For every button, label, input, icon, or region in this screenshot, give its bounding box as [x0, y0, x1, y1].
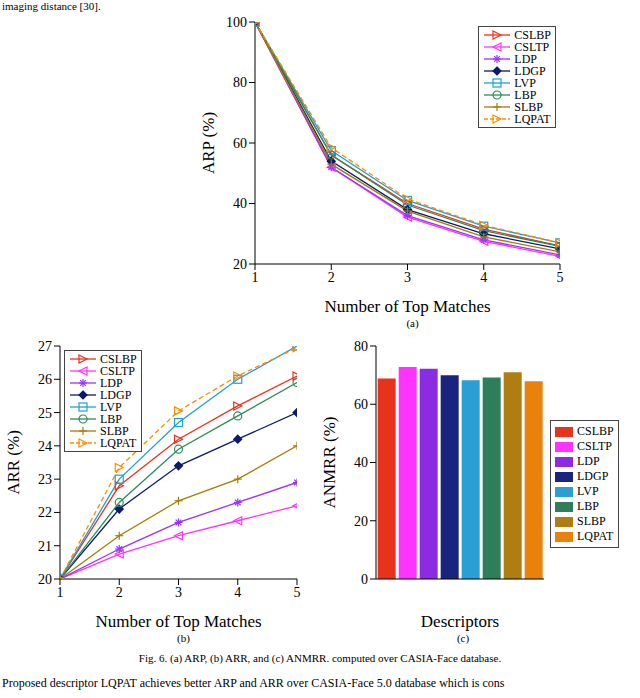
html-text:LDGP: LDGP: [100, 388, 132, 402]
html-text:CSLBP: CSLBP: [100, 352, 137, 366]
html-text:LVP: LVP: [514, 76, 536, 90]
svg-text:1: 1: [252, 270, 259, 285]
svg-text:24: 24: [38, 439, 52, 454]
svg-text:27: 27: [38, 339, 52, 354]
svg-text:3: 3: [404, 270, 411, 285]
html-text:Fig. 6. (a) ARP, (b) ARR, and: Fig. 6. (a) ARP, (b) ARR, and (c) ANMRR.…: [138, 652, 502, 664]
html-text:LDP: LDP: [577, 454, 600, 468]
html-text:CSLTP: CSLTP: [577, 439, 612, 453]
html-text:CSLTP: CSLTP: [100, 364, 135, 378]
svg-text:26: 26: [38, 372, 52, 387]
html-text:imaging distance [30].: imaging distance [30].: [2, 0, 101, 12]
svg-text:80: 80: [354, 339, 368, 354]
svg-text:0: 0: [361, 572, 368, 587]
svg-text:100: 100: [226, 15, 247, 30]
svg-text:Number of Top Matches: Number of Top Matches: [95, 612, 261, 631]
svg-text:25: 25: [38, 406, 52, 421]
svg-text:2: 2: [328, 270, 335, 285]
html-text:(b): (b): [177, 632, 190, 644]
svg-text:60: 60: [354, 397, 368, 412]
svg-text:80: 80: [233, 75, 247, 90]
html-text:LQPAT: LQPAT: [514, 112, 551, 126]
html-text:CSLBP: CSLBP: [514, 28, 551, 42]
svg-text:40: 40: [354, 455, 368, 470]
svg-text:60: 60: [233, 136, 247, 151]
html-text:(c): (c): [456, 632, 470, 644]
svg-text:4: 4: [234, 585, 241, 600]
html-text:SLBP: SLBP: [100, 424, 129, 438]
svg-text:Number of Top Matches: Number of Top Matches: [324, 297, 490, 316]
html-text:LBP: LBP: [514, 88, 537, 102]
html-text:CSLBP: CSLBP: [577, 424, 614, 438]
html-text:LDGP: LDGP: [577, 469, 609, 483]
svg-text:20: 20: [354, 514, 368, 529]
svg-text:ARP (%): ARP (%): [199, 112, 218, 174]
svg-text:21: 21: [38, 539, 52, 554]
html-text:CSLTP: CSLTP: [514, 40, 550, 54]
svg-text:22: 22: [38, 505, 52, 520]
svg-text:5: 5: [557, 270, 564, 285]
svg-text:2: 2: [116, 585, 123, 600]
html-text:LQPAT: LQPAT: [100, 436, 137, 450]
html-text:SLBP: SLBP: [514, 100, 543, 114]
html-text:LVP: LVP: [100, 400, 122, 414]
html-text:LDP: LDP: [100, 376, 123, 390]
svg-text:40: 40: [233, 196, 247, 211]
html-text:Proposed descriptor LQPAT achi: Proposed descriptor LQPAT achieves bette…: [2, 676, 505, 690]
svg-text:ARR (%): ARR (%): [8, 430, 23, 495]
svg-text:3: 3: [175, 585, 182, 600]
html-text:LDGP: LDGP: [514, 64, 546, 78]
svg-text:5: 5: [294, 585, 301, 600]
svg-text:4: 4: [480, 270, 487, 285]
html-text:SLBP: SLBP: [577, 514, 606, 528]
svg-text:23: 23: [38, 472, 52, 487]
svg-text:Descriptors: Descriptors: [421, 612, 499, 631]
svg-text:1: 1: [57, 585, 64, 600]
svg-text:ANMRR (%): ANMRR (%): [320, 416, 339, 508]
html-text:(a): (a): [406, 317, 419, 329]
html-text:LQPAT: LQPAT: [577, 529, 614, 543]
html-text:LBP: LBP: [577, 499, 599, 513]
html-text:LVP: LVP: [577, 484, 599, 498]
html-text:LBP: LBP: [100, 412, 122, 426]
html-text:LDP: LDP: [514, 52, 537, 66]
svg-text:20: 20: [38, 572, 52, 587]
svg-text:20: 20: [233, 257, 247, 272]
